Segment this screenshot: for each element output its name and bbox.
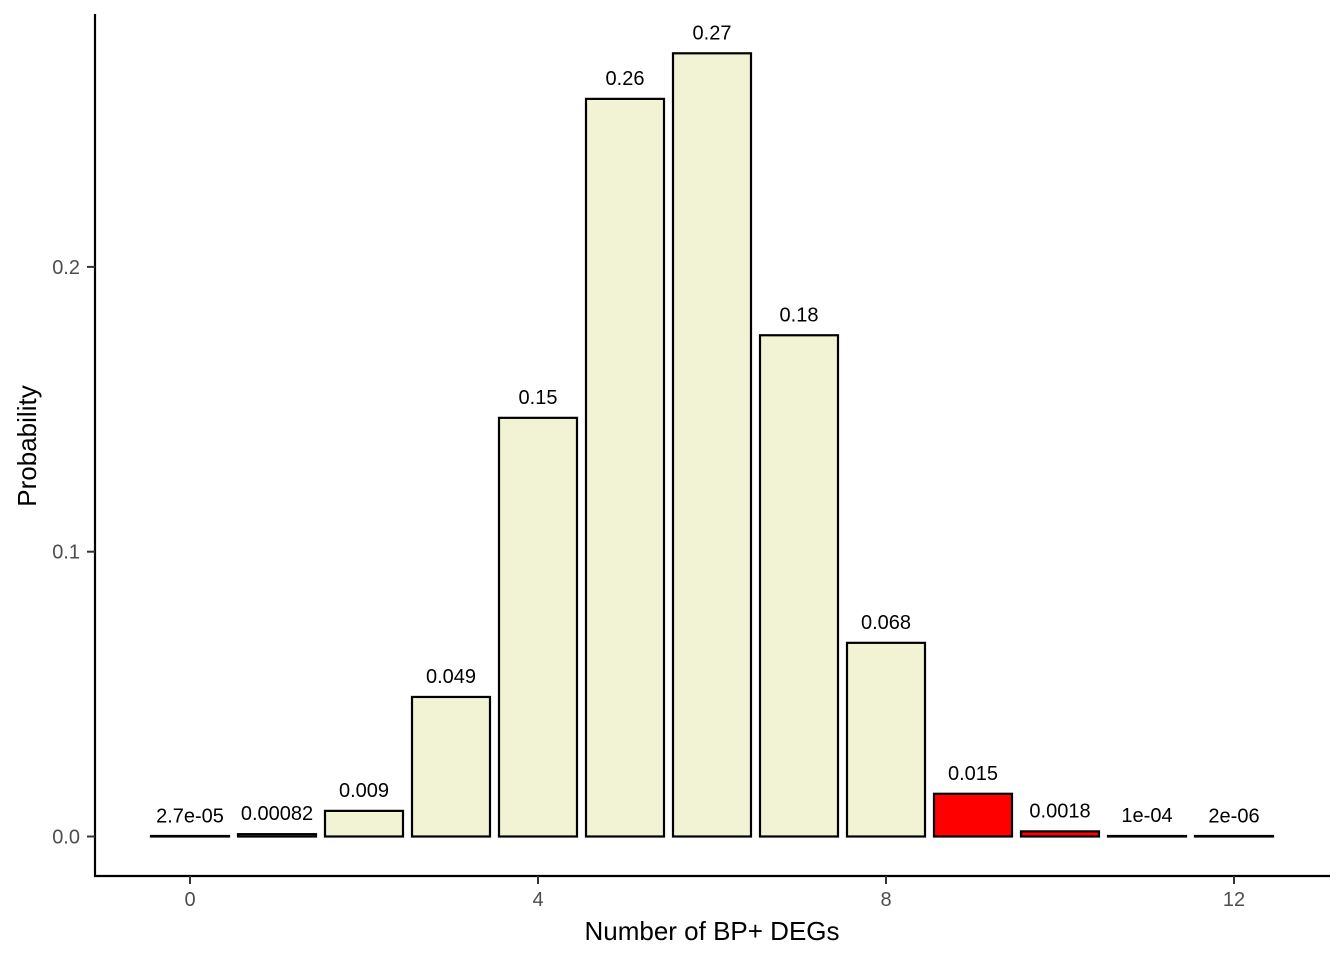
bar-value-label: 0.26	[606, 68, 645, 90]
bars-group	[149, 52, 1275, 838]
bar	[845, 641, 927, 838]
bar-value-label: 0.18	[780, 304, 819, 326]
bar	[323, 809, 405, 838]
y-ticks-group: 0.0 0.1 0.2	[52, 257, 95, 849]
bar	[497, 416, 579, 838]
bar-value-label: 0.0018	[1029, 800, 1090, 822]
bar-value-label: 0.009	[339, 780, 389, 802]
bar	[236, 833, 318, 838]
bar	[410, 695, 492, 838]
bar-value-label: 0.15	[519, 387, 558, 409]
bar	[1106, 834, 1188, 838]
y-tick-label: 0.0	[52, 827, 80, 849]
y-tick-label: 0.1	[52, 542, 80, 564]
bar-value-label: 2.7e-05	[156, 805, 224, 827]
bar-value-label: 1e-04	[1121, 805, 1172, 827]
y-tick-label: 0.2	[52, 257, 80, 279]
x-tick-label: 12	[1223, 889, 1245, 911]
y-axis-title: Probability	[12, 385, 42, 506]
bar	[584, 97, 666, 838]
x-ticks-group: 0 4 8 12	[184, 876, 1245, 911]
bar	[932, 792, 1014, 838]
bar	[758, 334, 840, 838]
bar-value-label: 0.068	[861, 612, 911, 634]
bar	[1193, 834, 1275, 838]
bar	[149, 834, 231, 838]
bar-labels-group: 2.7e-05 0.00082 0.009 0.049 0.15 0.26 0.27 0.18…	[156, 22, 1260, 827]
x-tick-label: 4	[532, 889, 543, 911]
bar-value-label: 2e-06	[1208, 805, 1259, 827]
bar-value-label: 0.00082	[241, 803, 313, 825]
bar	[1019, 830, 1101, 838]
bar-value-label: 0.049	[426, 666, 476, 688]
x-tick-label: 0	[184, 889, 195, 911]
bar-value-label: 0.015	[948, 763, 998, 785]
x-tick-label: 8	[880, 889, 891, 911]
bar-value-label: 0.27	[693, 22, 732, 44]
x-axis-title: Number of BP+ DEGs	[584, 916, 839, 946]
bar	[671, 52, 753, 838]
